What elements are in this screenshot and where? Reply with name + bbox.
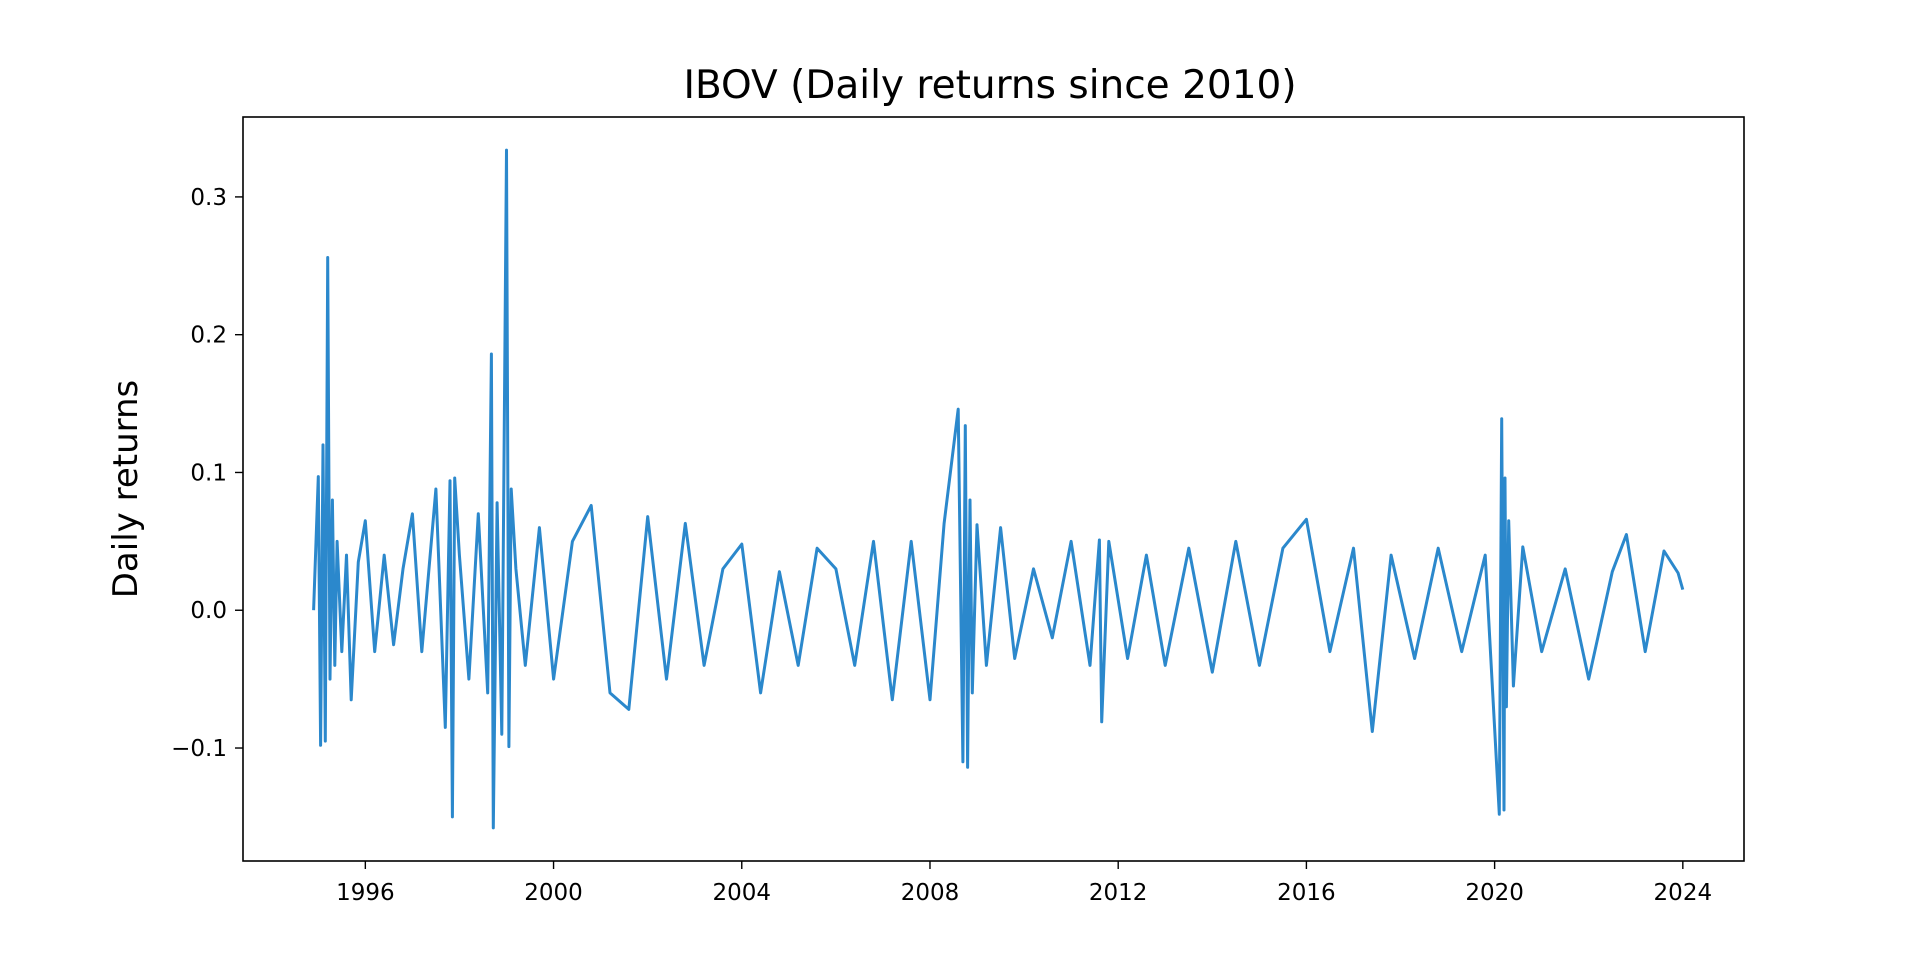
y-tick-label: 0.2 [190, 323, 227, 349]
x-tick-label: 2016 [1277, 880, 1336, 906]
x-tick-label: 2020 [1465, 880, 1524, 906]
chart-title: IBOV (Daily returns since 2010) [683, 63, 1296, 108]
y-tick-label: 0.3 [190, 185, 227, 211]
plot-area [312, 148, 1685, 830]
y-axis: −0.1 0.0 0.1 0.2 0.3 [171, 185, 243, 762]
y-tick-label: 0.1 [190, 460, 227, 486]
y-tick-label: 0.0 [190, 598, 227, 624]
plot-frame [242, 116, 1745, 862]
x-tick-label: 2000 [524, 880, 583, 906]
y-axis-label: Daily returns [106, 380, 146, 599]
x-tick-label: 2012 [1089, 880, 1148, 906]
x-tick-label: 2008 [901, 880, 960, 906]
x-axis: 1996 2000 2004 2008 2012 2016 2020 2024 [336, 861, 1712, 906]
x-tick-label: 2024 [1654, 880, 1713, 906]
x-tick-label: 1996 [336, 880, 395, 906]
series-layer [312, 148, 1685, 830]
y-tick-label: −0.1 [171, 736, 227, 762]
x-tick-label: 2004 [712, 880, 771, 906]
series-line [312, 148, 1685, 830]
